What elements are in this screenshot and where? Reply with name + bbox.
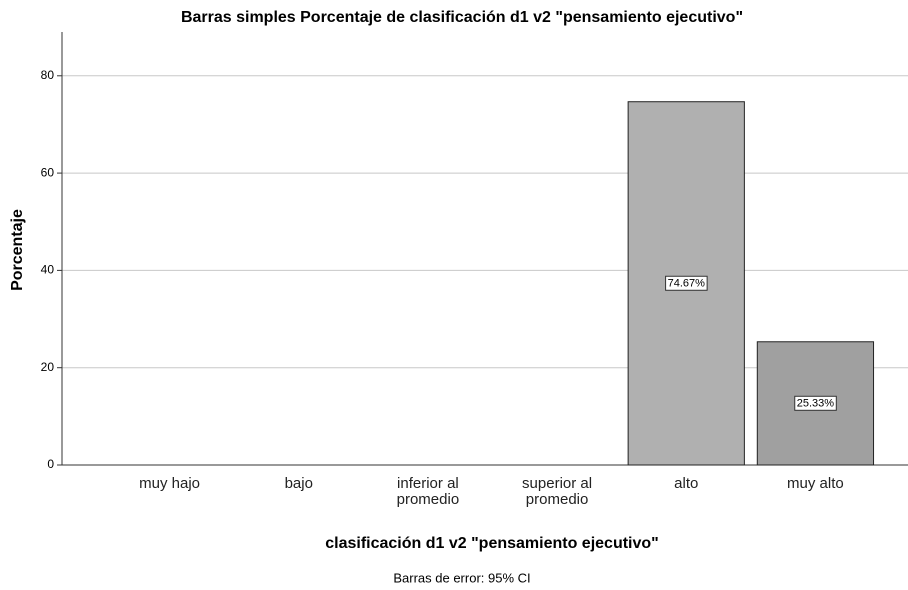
y-tick-label: 0 — [47, 457, 54, 471]
data-label-box — [794, 395, 837, 411]
x-tick-label: alto — [674, 475, 699, 492]
x-tick-label: superior al promedio — [522, 475, 593, 508]
y-tick-label: 40 — [41, 263, 55, 277]
x-tick-label: inferior al promedio — [396, 475, 460, 508]
data-label: 74.67% — [668, 277, 706, 289]
data-label: 25.33% — [797, 397, 835, 409]
x-tick-label: muy hajo — [139, 475, 201, 492]
footnote: Barras de error: 95% CI — [393, 570, 530, 585]
chart-title: Barras simples Porcentaje de clasificaci… — [181, 9, 743, 26]
data-label-box — [665, 275, 708, 291]
y-tick-label: 60 — [41, 165, 55, 179]
y-tick-label: 20 — [41, 360, 55, 374]
x-tick-label: bajo — [284, 475, 313, 492]
y-axis-label: Porcentaje — [9, 209, 26, 291]
x-tick-label: muy alto — [787, 475, 844, 492]
x-axis-label: clasificación d1 v2 "pensamiento ejecuti… — [325, 535, 659, 552]
y-tick-label: 80 — [41, 68, 55, 82]
